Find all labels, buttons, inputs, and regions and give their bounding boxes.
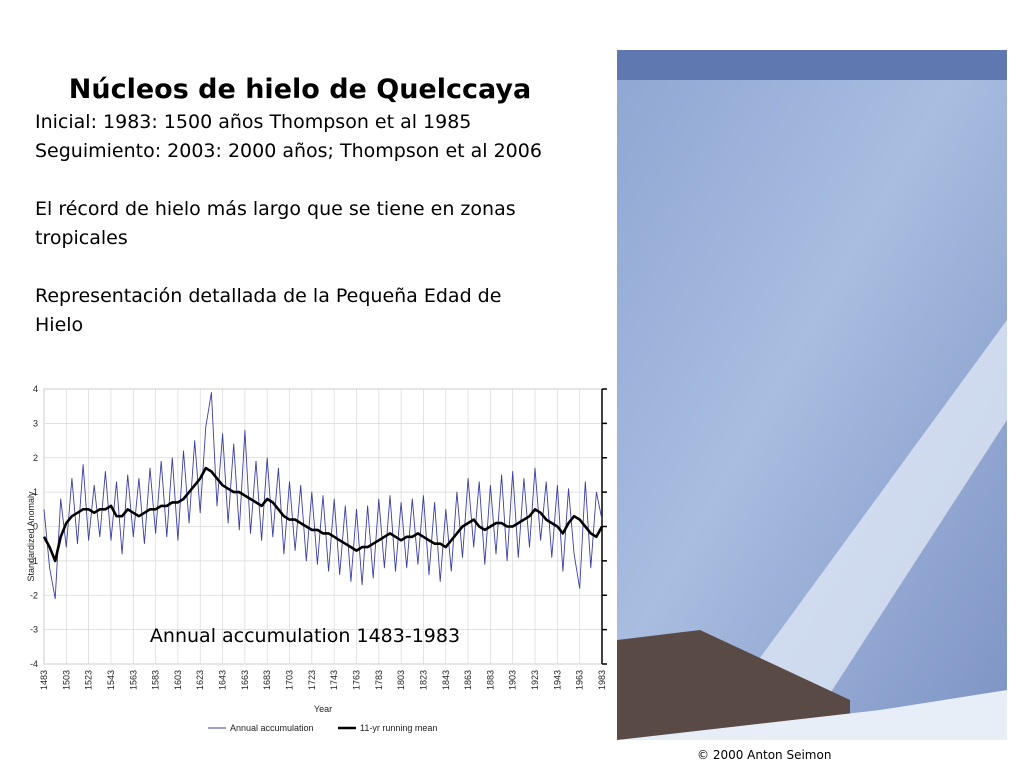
slide-title: Núcleos de hielo de Quelccaya <box>69 74 531 105</box>
x-tick-label: 1863 <box>463 670 473 690</box>
x-tick-label: 1723 <box>307 670 317 690</box>
x-tick-label: 1603 <box>173 670 183 690</box>
x-tick-label: 1683 <box>262 670 272 690</box>
x-tick-label: 1983 <box>597 670 607 690</box>
body-line: Seguimiento: 2003: 2000 años; Thompson e… <box>35 140 542 162</box>
photo <box>617 50 1007 740</box>
y-tick-label: 1 <box>33 487 38 497</box>
body-line: Hielo <box>35 314 83 336</box>
x-tick-label: 1963 <box>575 670 585 690</box>
series-line <box>42 466 604 563</box>
body-line: Representación detallada de la Pequeña E… <box>35 285 501 307</box>
x-tick-label: 1663 <box>240 670 250 690</box>
y-tick-label: 3 <box>33 418 38 428</box>
y-tick-label: 4 <box>33 384 38 394</box>
x-tick-label: 1823 <box>418 670 428 690</box>
body-line: Inicial: 1983: 1500 años Thompson et al … <box>35 111 471 133</box>
slide-body: Inicial: 1983: 1500 años Thompson et al … <box>35 111 542 336</box>
y-axis-label: Standardized Anomaly <box>26 491 36 582</box>
photo-ground <box>617 690 1007 740</box>
annotation: Annual accumulation 1483-1983 <box>150 625 460 647</box>
body-line: tropicales <box>35 227 128 249</box>
x-tick-label: 1703 <box>285 670 295 690</box>
photo-credit: © 2000 Anton Seimon <box>697 748 831 762</box>
x-tick-label: 1943 <box>552 670 562 690</box>
legend-label: 11-yr running mean <box>360 723 437 733</box>
y-tick-label: 2 <box>33 453 38 463</box>
x-tick-label: 1763 <box>351 670 361 690</box>
x-tick-label: 1923 <box>530 670 540 690</box>
x-tick-label: 1583 <box>151 670 161 690</box>
y-tick-label: 0 <box>33 522 38 532</box>
x-tick-label: 1883 <box>485 670 495 690</box>
photo-snow <box>700 320 1007 740</box>
x-tick-label: 1623 <box>195 670 205 690</box>
x-tick-label: 1743 <box>329 670 339 690</box>
x-tick-label: 1503 <box>61 670 71 690</box>
y-tick-label: -2 <box>30 590 38 600</box>
x-tick-label: 1843 <box>441 670 451 690</box>
y-tick-label: -1 <box>30 556 38 566</box>
x-axis-label: Year <box>314 704 332 714</box>
x-tick-label: 1543 <box>106 670 116 690</box>
x-tick-label: 1903 <box>508 670 518 690</box>
x-tick-label: 1483 <box>39 670 49 690</box>
legend-label: Annual accumulation <box>230 723 314 733</box>
x-tick-label: 1563 <box>128 670 138 690</box>
x-tick-label: 1523 <box>84 670 94 690</box>
body-line: El récord de hielo más largo que se tien… <box>35 198 516 220</box>
x-tick-label: 1783 <box>374 670 384 690</box>
x-tick-label: 1803 <box>396 670 406 690</box>
photo-sky <box>617 50 1007 80</box>
y-tick-label: -4 <box>30 659 38 669</box>
chart: -4 -3 -2 -1 0 1 2 3 4 1483 1503 1523 1543 1563 1583 160… <box>26 384 607 733</box>
photo-rocks <box>617 630 850 740</box>
x-tick-label: 1643 <box>218 670 228 690</box>
series-line <box>43 391 603 600</box>
y-tick-label: -3 <box>30 625 38 635</box>
